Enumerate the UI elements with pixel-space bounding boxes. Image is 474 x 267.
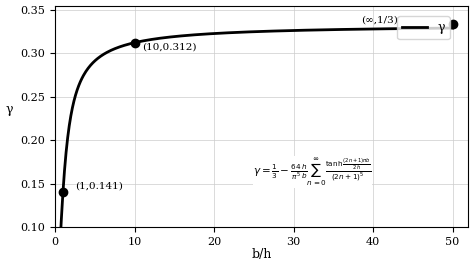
γ (440, 26, 446, 30)
γ (56, 263, 62, 266)
Y-axis label: γ: γ (6, 103, 13, 116)
Text: $\gamma=\frac{1}{3}-\frac{64}{\pi^5}\frac{h}{b}\sum_{n=0}^{\infty}\frac{\tanh\fr: $\gamma=\frac{1}{3}-\frac{64}{\pi^5}\fra… (254, 156, 373, 188)
Line: γ: γ (59, 28, 453, 265)
γ (379, 27, 384, 30)
γ (246, 30, 251, 34)
γ (450, 26, 456, 30)
Text: (∞,1/3): (∞,1/3) (361, 15, 398, 24)
X-axis label: b/h: b/h (252, 249, 272, 261)
Legend: γ: γ (397, 16, 450, 39)
γ (269, 29, 275, 33)
Text: (1,0.141): (1,0.141) (75, 181, 123, 190)
γ (291, 29, 296, 32)
γ (243, 30, 249, 34)
Text: (10,0.312): (10,0.312) (143, 42, 197, 51)
